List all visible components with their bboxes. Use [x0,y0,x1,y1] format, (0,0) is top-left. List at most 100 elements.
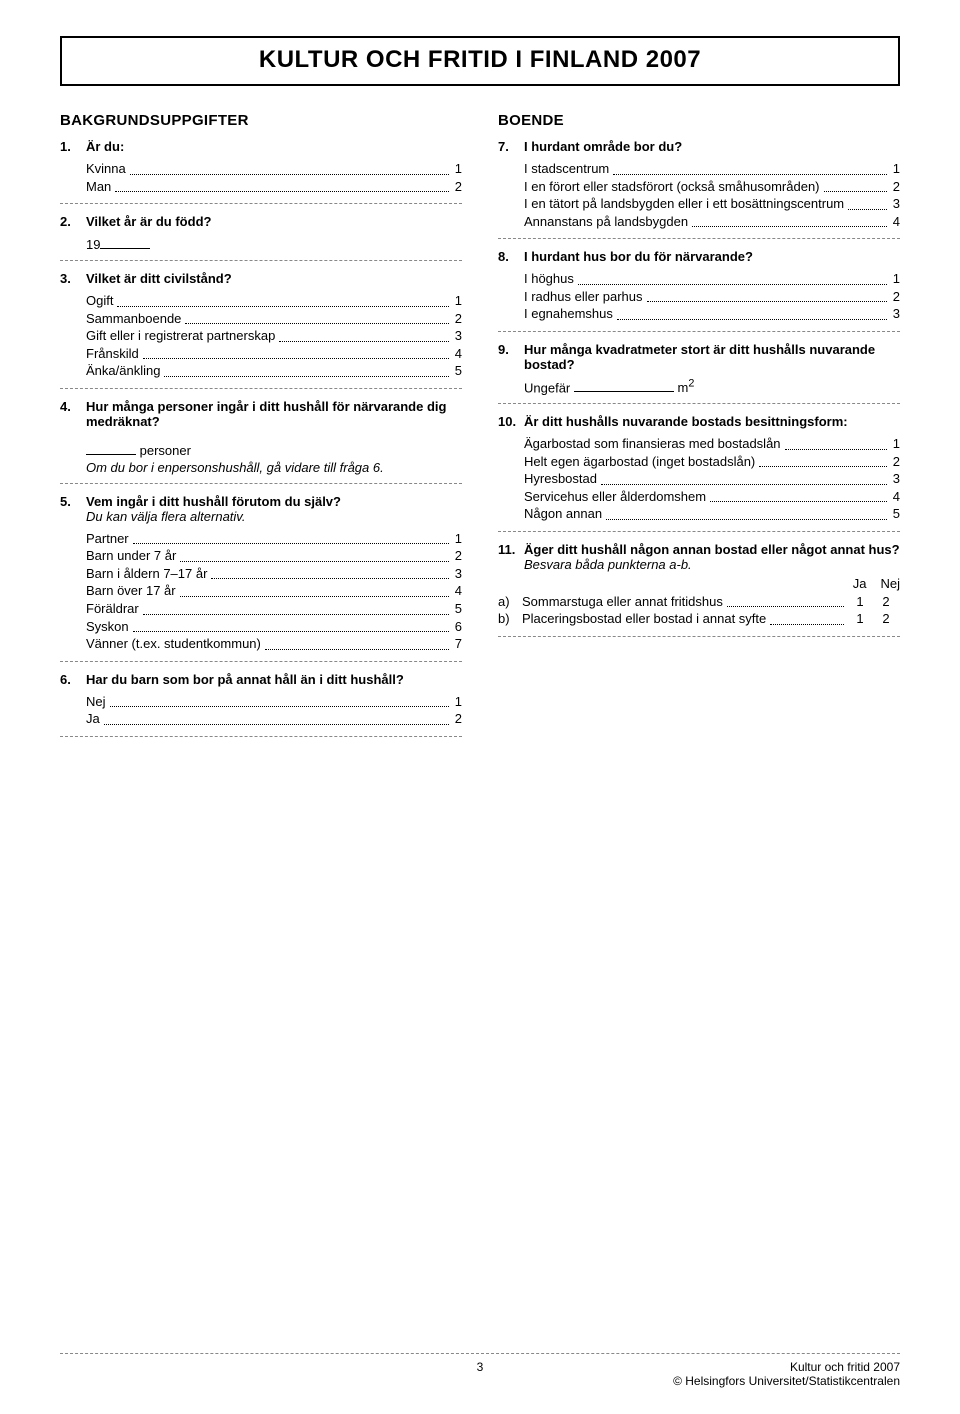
q1-opts: Kvinna 1 Man 2 [86,160,462,195]
q2-field: 19 [86,235,462,252]
q5-text-main: Vem ingår i ditt hushåll förutom du själ… [86,494,341,509]
dot-leader [130,161,449,175]
opt-val: 4 [453,582,462,600]
q7: 7. I hurdant område bor du? [498,139,900,154]
q1-num: 1. [60,139,86,154]
q6: 6. Har du barn som bor på annat håll än … [60,672,462,687]
footer-inner: 3 Kultur och fritid 2007 © Helsingfors U… [60,1360,900,1388]
q9-suffix: m2 [674,380,694,395]
q2-text: Vilket år är du född? [86,214,462,229]
q11-text-main: Äger ditt hushåll någon annan bostad ell… [524,542,900,557]
q7-text: I hurdant område bor du? [524,139,900,154]
q11-sub: Besvara båda punkterna a-b. [524,557,692,572]
q8: 8. I hurdant hus bor du för närvarande? [498,249,900,264]
opt-label: Barn under 7 år [86,547,176,565]
list-item: Frånskild4 [86,345,462,363]
q4-after: personer [136,443,191,458]
opt-label: Ja [86,710,100,728]
opt-label: Sammanboende [86,310,181,328]
q3-text: Vilket är ditt civilstånd? [86,271,462,286]
opt-label: I höghus [524,270,574,288]
blank-field[interactable] [86,441,136,455]
opt-label: I en förort eller stadsförort (också små… [524,178,820,196]
separator [60,736,462,737]
footer: 3 Kultur och fritid 2007 © Helsingfors U… [60,1353,900,1388]
q8-num: 8. [498,249,524,264]
dot-leader [647,288,887,302]
separator [498,238,900,239]
opt-label: Placeringsbostad eller bostad i annat sy… [522,610,766,628]
opt-val: 2 [891,453,900,471]
q11-table: Ja Nej a) Sommarstuga eller annat fritid… [498,576,900,628]
separator [498,531,900,532]
q6-num: 6. [60,672,86,687]
list-item: Någon annan5 [524,505,900,523]
opt-val: 3 [453,327,462,345]
list-item: Partner1 [86,530,462,548]
q5-opts: Partner1 Barn under 7 år 2 Barn i åldern … [86,530,462,653]
dot-leader [759,453,887,467]
list-item: Kvinna 1 [86,160,462,178]
list-item: Helt egen ägarbostad (inget bostadslån)2 [524,453,900,471]
opt-label: Kvinna [86,160,126,178]
opt-val: 1 [453,530,462,548]
opt-label: Hyresbostad [524,470,597,488]
q11-text: Äger ditt hushåll någon annan bostad ell… [524,542,900,572]
q5-num: 5. [60,494,86,524]
opt-val: 2 [891,288,900,306]
q5-sub: Du kan välja flera alternativ. [86,509,245,524]
q1-text: Är du: [86,139,462,154]
list-item: Barn under 7 år 2 [86,547,462,565]
q10-opts: Ägarbostad som finansieras med bostadslå… [524,435,900,523]
opt-label: Sommarstuga eller annat fritidshus [522,593,723,611]
list-item: Gift eller i registrerat partnerskap 3 [86,327,462,345]
opt-label: Servicehus eller ålderdomshem [524,488,706,506]
list-item: Man 2 [86,178,462,196]
opt-label: Barn i åldern 7–17 år [86,565,207,583]
opt-val: 3 [891,305,900,323]
dot-leader [785,436,887,450]
dot-leader [601,471,887,485]
q5: 5. Vem ingår i ditt hushåll förutom du s… [60,494,462,524]
q7-num: 7. [498,139,524,154]
blank-field[interactable] [574,378,674,392]
opt-val: 1 [453,693,462,711]
q3-num: 3. [60,271,86,286]
list-item: Barn i åldern 7–17 år3 [86,565,462,583]
opt-val: 2 [453,178,462,196]
dot-leader [164,363,448,377]
dot-leader [848,196,887,210]
q8-text: I hurdant hus bor du för närvarande? [524,249,900,264]
opt-label: I stadscentrum [524,160,609,178]
q9-prefix: Ungefär [524,380,574,395]
opt-val: 5 [453,600,462,618]
list-item: Barn över 17 år 4 [86,582,462,600]
opt-label: Gift eller i registrerat partnerskap [86,327,275,345]
list-item: I en förort eller stadsförort (också små… [524,178,900,196]
q8-opts: I höghus1 I radhus eller parhus2 I egnah… [524,270,900,323]
q11-head: Ja Nej [498,576,900,591]
opt-val: 5 [453,362,462,380]
opt-label: Annanstans på landsbygden [524,213,688,231]
right-column: BOENDE 7. I hurdant område bor du? I sta… [498,112,900,747]
opt-val-yes: 1 [848,610,870,628]
q9-field: Ungefär m2 [524,378,900,395]
dot-leader [110,693,449,707]
opt-label: Änka/änkling [86,362,160,380]
left-heading: BAKGRUNDSUPPGIFTER [60,112,462,129]
separator [60,661,462,662]
q10-num: 10. [498,414,524,429]
table-row: a) Sommarstuga eller annat fritidshus 1 … [498,593,900,611]
opt-label: Barn över 17 år [86,582,176,600]
separator [60,483,462,484]
opt-val: 2 [453,310,462,328]
opt-label: Nej [86,693,106,711]
dot-leader [606,506,887,520]
page-title: KULTUR OCH FRITID I FINLAND 2007 [60,36,900,86]
opt-val: 2 [453,547,462,565]
dot-leader [133,530,449,544]
q11-head-yes: Ja [853,576,867,591]
opt-val: 1 [453,160,462,178]
opt-val: 1 [891,160,900,178]
blank-field[interactable] [100,235,150,249]
